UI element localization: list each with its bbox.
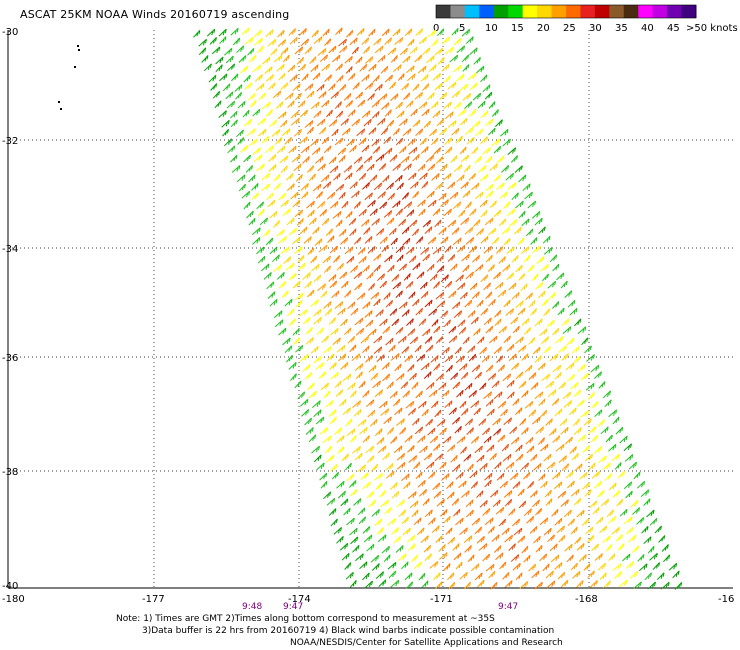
lat-label: -30 (2, 27, 18, 38)
lat-label: -36 (2, 353, 18, 364)
legend-swatch (652, 5, 668, 18)
plot-frame (7, 30, 733, 589)
legend-swatch (667, 5, 683, 18)
lat-label: -34 (2, 244, 18, 255)
legend-tick-label: 30 (589, 23, 602, 34)
legend-tick-label: 15 (511, 23, 524, 34)
lat-label: -40 (2, 581, 18, 592)
legend-swatch (594, 5, 610, 18)
legend-tick-label: >50 knots (686, 23, 738, 34)
legend-swatch (638, 5, 654, 18)
lat-lon-grid (8, 30, 733, 588)
legend-tick-label: 10 (485, 23, 498, 34)
latitude-labels: -30 -32 -34 -36 -38 -40 (2, 27, 18, 592)
legend-swatch (537, 5, 553, 18)
longitude-labels: -180 -177 -174 -171 -168 -16 (2, 594, 734, 605)
legend-swatch (450, 5, 466, 18)
lat-label: -32 (2, 136, 18, 147)
lon-label: -180 (2, 594, 25, 605)
wind-speed-legend: 0 5 10 15 20 25 30 35 40 45 >50 knots (433, 4, 738, 34)
lon-label: -171 (430, 594, 453, 605)
time-label: 9:47 (283, 602, 303, 612)
legend-swatch (551, 5, 567, 18)
legend-swatch (464, 5, 480, 18)
time-label: 9:47 (498, 602, 518, 612)
legend-swatch (493, 5, 509, 18)
lon-label: -168 (575, 594, 598, 605)
wind-swath (193, 27, 683, 590)
legend-swatch (436, 5, 451, 18)
legend-swatch (623, 5, 639, 18)
legend-tick-label: 35 (615, 23, 628, 34)
wind-map: -180 -177 -174 -171 -168 -16 -30 -32 -34… (2, 27, 734, 612)
lon-label: -16 (718, 594, 734, 605)
legend-color-bar (435, 4, 697, 19)
legend-tick-label: 20 (537, 23, 550, 34)
legend-tick-label: 45 (667, 23, 680, 34)
note-line-2: 3)Data buffer is 22 hrs from 20160719 4)… (142, 626, 555, 636)
legend-swatch (479, 5, 495, 18)
note-line-1: Note: 1) Times are GMT 2)Times along bot… (116, 614, 495, 624)
note-line-3: NOAA/NESDIS/Center for Satellite Applica… (290, 638, 563, 648)
legend-swatch (609, 5, 625, 18)
map-title: ASCAT 25KM NOAA Winds 20160719 ascending (20, 8, 290, 21)
legend-swatch (580, 5, 596, 18)
legend-tick-label: 0 (433, 23, 439, 34)
land-marks (58, 45, 80, 110)
legend-tick-label: 40 (641, 23, 654, 34)
legend-swatch (522, 5, 538, 18)
time-label: 9:48 (242, 602, 262, 612)
pass-times: 9:48 9:47 9:47 (242, 602, 518, 612)
legend-swatch (566, 5, 581, 18)
lon-label: -177 (142, 594, 165, 605)
lon-label: -174 (288, 594, 311, 605)
legend-tick-label: 25 (563, 23, 576, 34)
legend-swatch (681, 5, 697, 18)
legend-tick-labels: 0 5 10 15 20 25 30 35 40 45 >50 knots (433, 23, 738, 34)
legend-swatch (508, 5, 524, 18)
lat-label: -38 (2, 467, 18, 478)
legend-tick-label: 5 (459, 23, 465, 34)
